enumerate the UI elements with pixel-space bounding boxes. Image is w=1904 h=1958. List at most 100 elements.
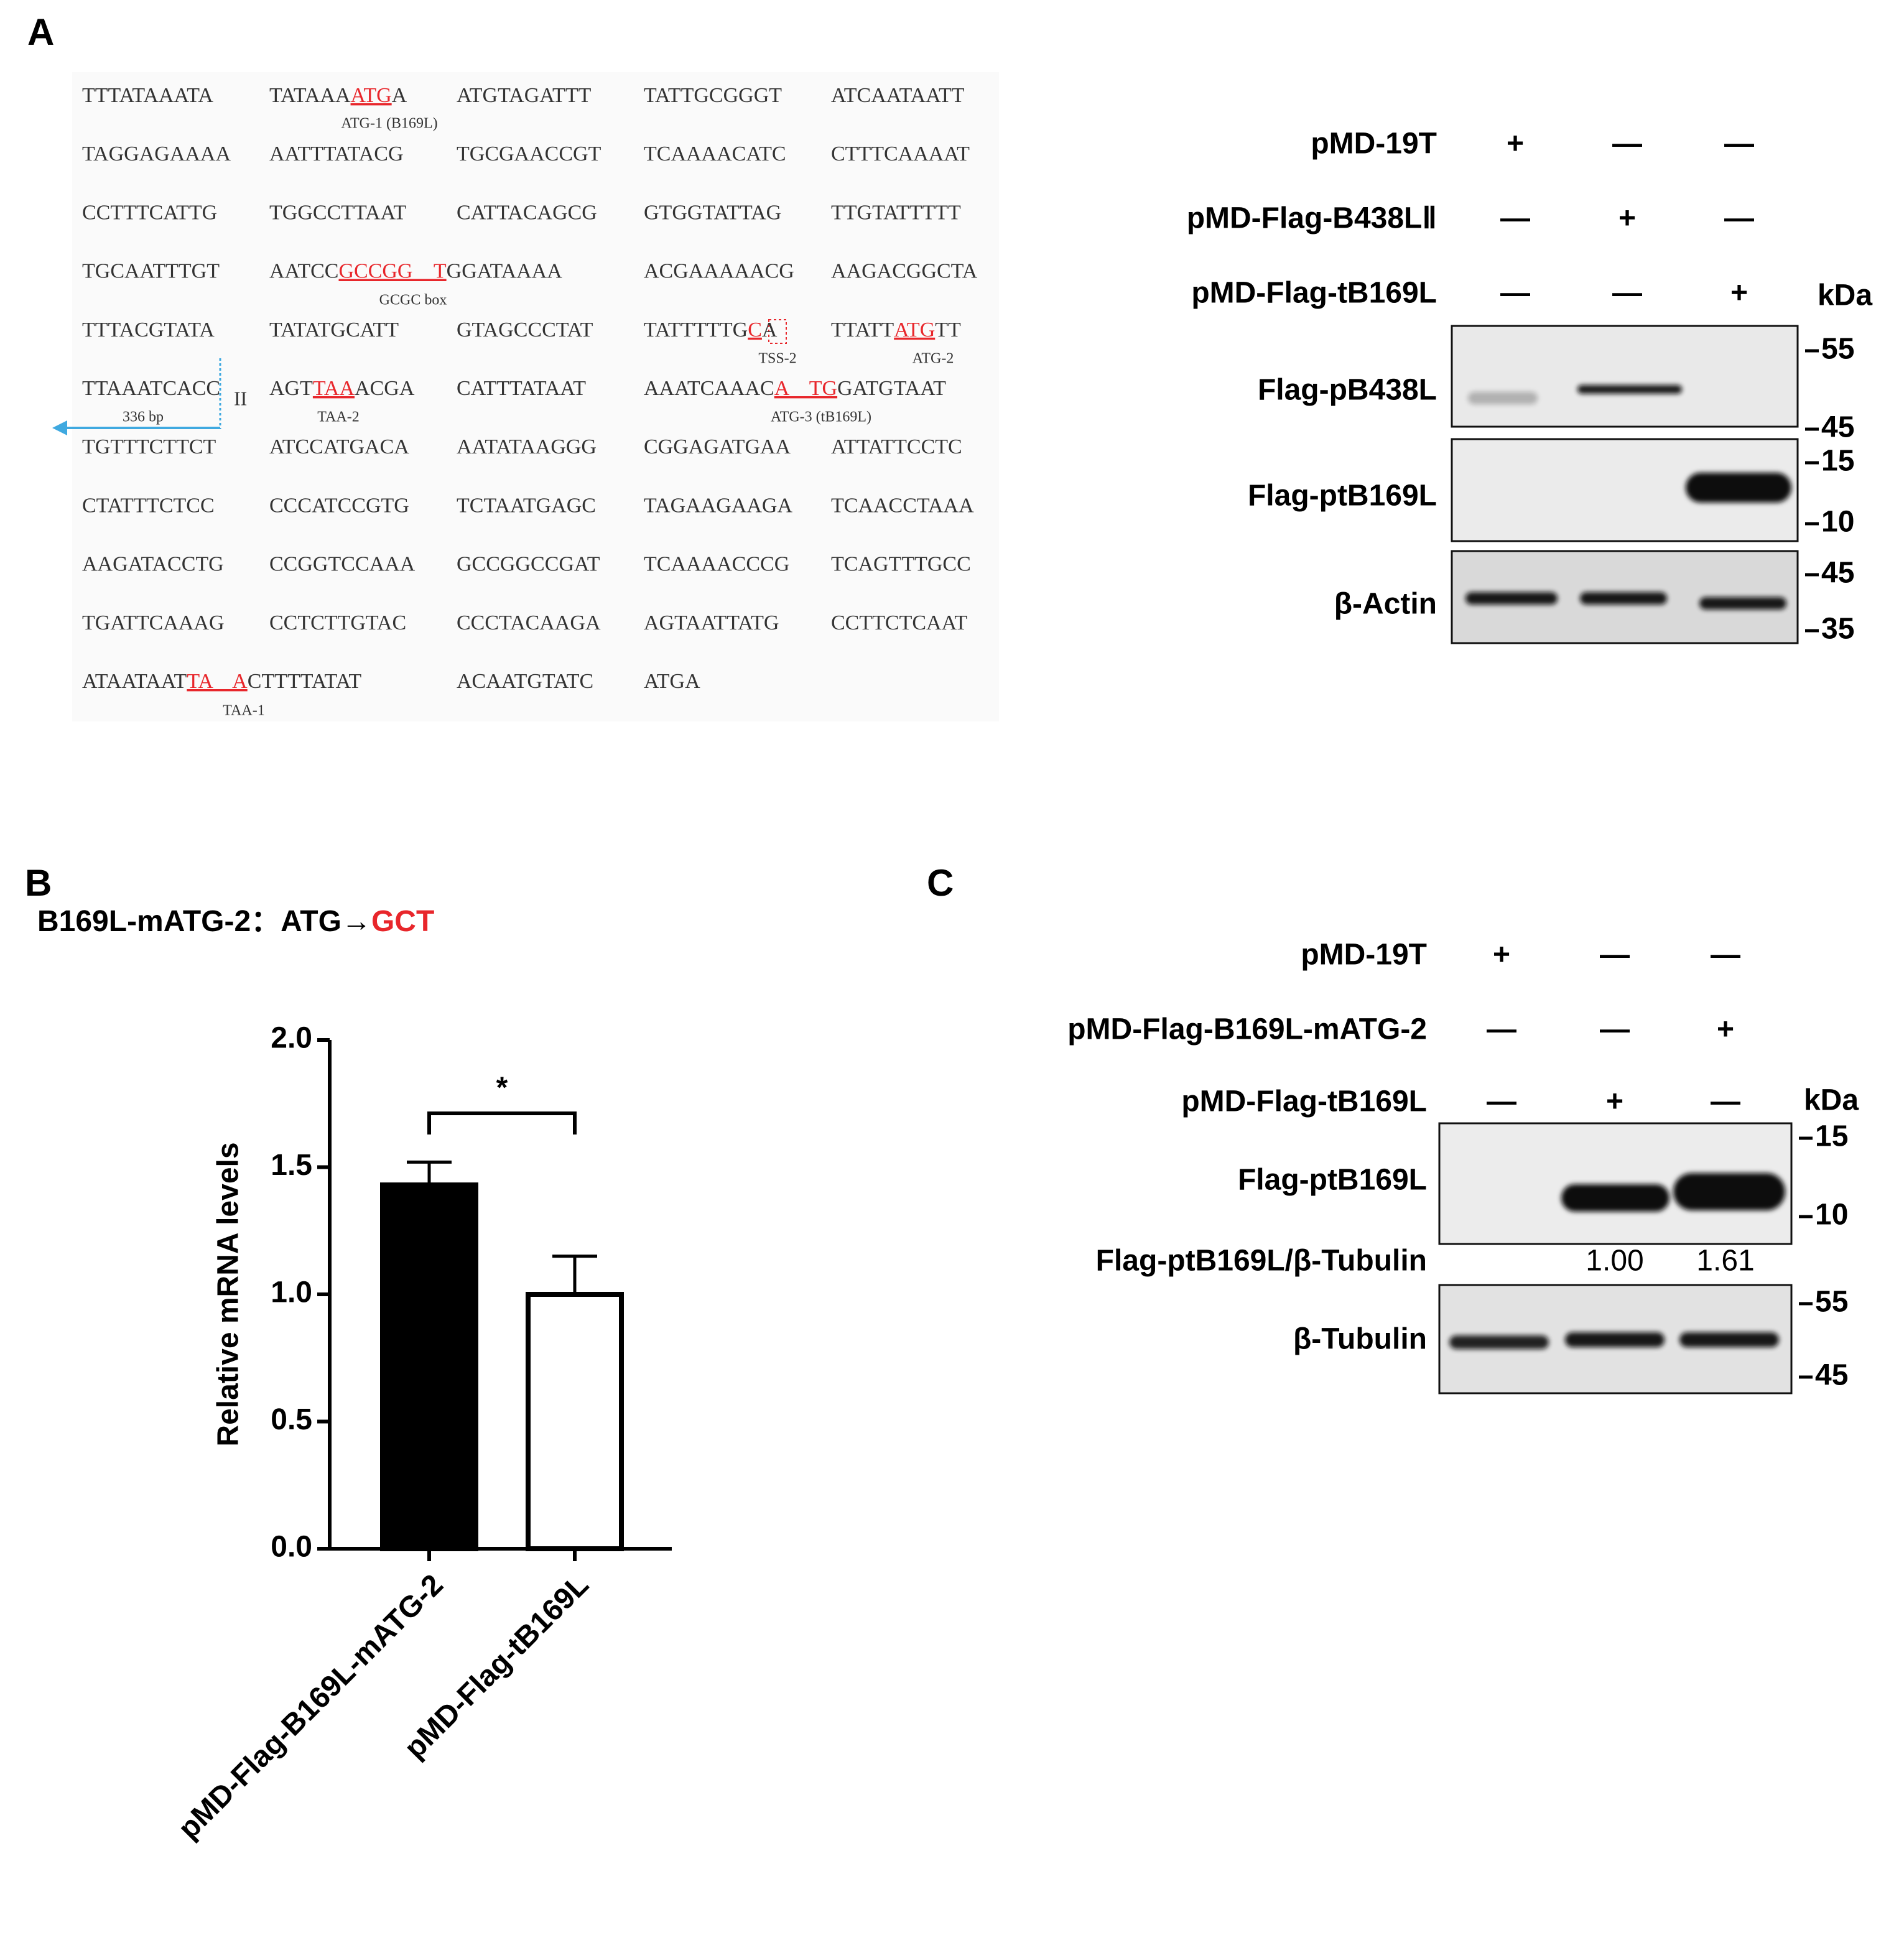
- sequence-part: AAATCAAAC: [644, 377, 774, 400]
- sequence-part: ACGA: [355, 377, 415, 400]
- blot-image: [1451, 325, 1799, 428]
- sequence-highlight: C: [748, 318, 762, 341]
- sequence-group: TCAGTTTGCC: [831, 552, 971, 575]
- sequence-part: ATTATTCCTC: [831, 435, 962, 458]
- sequence-part: A: [762, 318, 778, 341]
- sequence-group: TTTACGTATA: [82, 318, 215, 341]
- sequence-part: TGCAATTTGT: [82, 259, 220, 282]
- ratio-value: 1.61: [1696, 1245, 1754, 1278]
- y-axis-label: Relative mRNA levels: [212, 1142, 245, 1446]
- marker-label: 35: [1821, 613, 1854, 646]
- sequence-part: CCTCTTGTAC: [269, 611, 406, 634]
- sequence-part: TCAGTTTGCC: [831, 552, 971, 575]
- band: [1465, 592, 1558, 605]
- condition-label: pMD-Flag-tB169L: [1191, 277, 1437, 310]
- band: [1468, 392, 1538, 404]
- sequence-highlight: ATG: [894, 318, 935, 341]
- sequence-part: TTATT: [831, 318, 894, 341]
- band: [1565, 1332, 1665, 1347]
- y-tick-label: 1.5: [271, 1149, 312, 1182]
- sequence-part: TGTTTCTTCT: [82, 435, 216, 458]
- sequence-highlight: A TG: [774, 377, 837, 400]
- unit-label: kDa: [1804, 1084, 1859, 1117]
- sequence-part: ACGAAAAACG: [644, 259, 794, 282]
- sequence-group: ACGAAAAACG: [644, 259, 794, 282]
- sequence-group: TGATTCAAAG: [82, 611, 225, 634]
- sequence-part: CCTTTCATTG: [82, 201, 217, 224]
- sequence-part: TTTACGTATA: [82, 318, 215, 341]
- sequence-group: TATTGCGGGT: [644, 84, 782, 107]
- blot-label: β-Actin: [1334, 588, 1437, 621]
- sequence-part: TATATGCATT: [269, 318, 399, 341]
- sequence-part: AAGACGGCTA: [831, 259, 978, 282]
- annotation: GCGC box: [379, 292, 447, 309]
- sequence-group: TTTATAAATA: [82, 84, 213, 107]
- sequence-group: AAGACGGCTA: [831, 259, 978, 282]
- sequence-group: TCAAAACCCG: [644, 552, 789, 575]
- lane-sign: —: [1612, 277, 1642, 310]
- band: [1673, 1173, 1785, 1210]
- y-tick-label: 0.0: [271, 1531, 312, 1564]
- sequence-part: ATAATAAT: [82, 670, 187, 693]
- sequence-group: TAGAAGAAGA: [644, 494, 792, 517]
- condition-label: pMD-19T: [1311, 128, 1437, 160]
- sequence-group: AATATAAGGG: [457, 435, 597, 458]
- sequence-group: CGGAGATGAA: [644, 435, 791, 458]
- significance-bracket: [427, 1111, 577, 1134]
- annotation: TAA-1: [223, 703, 264, 719]
- blot-label: Flag-ptB169L: [1248, 480, 1437, 513]
- sequence-part: AGT: [269, 377, 313, 400]
- sequence-part: CCCATCCGTG: [269, 494, 409, 517]
- sequence-part: ATCCATGACA: [269, 435, 409, 458]
- lane-sign: —: [1600, 1013, 1630, 1046]
- lane-sign: —: [1724, 202, 1754, 235]
- sequence-group: TTGTATTTTT: [831, 201, 961, 224]
- ratio-label: Flag-ptB169L/β-Tubulin: [1096, 1245, 1427, 1278]
- lane-sign: —: [1500, 202, 1530, 235]
- sequence-part: TCTAATGAGC: [457, 494, 596, 517]
- lane-sign: +: [1618, 202, 1636, 235]
- band: [1679, 1332, 1779, 1347]
- lane-sign: +: [1507, 128, 1524, 160]
- sequence-group: ATTATTCCTC: [831, 435, 962, 458]
- marker-label: 45: [1821, 557, 1854, 590]
- sequence-group: CTTTCAAAAT: [831, 142, 970, 165]
- bar: [380, 1182, 478, 1551]
- sequence-group: ACAATGTATC: [457, 670, 593, 693]
- sequence-group: TATAAAATGA: [269, 84, 407, 107]
- y-tick-label: 2.0: [271, 1022, 312, 1055]
- lane-sign: +: [1493, 939, 1510, 972]
- blot-label: β-Tubulin: [1293, 1323, 1427, 1356]
- sequence-group: CCGGTCCAAA: [269, 552, 416, 575]
- bar: [526, 1292, 624, 1551]
- sequence-part: TAGGAGAAAA: [82, 142, 231, 165]
- lane-sign: —: [1724, 128, 1754, 160]
- marker-label: 45: [1821, 411, 1854, 444]
- marker-label: 55: [1821, 333, 1854, 366]
- sequence-part: GATGTAAT: [837, 377, 946, 400]
- sequence-highlight: ATG: [351, 84, 392, 107]
- panel-label: B: [25, 862, 52, 904]
- sequence-group: TCAACCTAAA: [831, 494, 974, 517]
- x-tick-label: pMD-Flag-B169L-mATG-2: [172, 1568, 450, 1845]
- sequence-part: TT: [935, 318, 961, 341]
- lane-sign: +: [1606, 1085, 1623, 1118]
- blot-label: Flag-pB438L: [1258, 374, 1437, 407]
- lane-sign: —: [1500, 277, 1530, 310]
- sequence-group: CCCTACAAGA: [457, 611, 601, 634]
- y-tick-label: 0.5: [271, 1403, 312, 1436]
- sequence-part: CATTTATAAT: [457, 377, 586, 400]
- sequence-part: TGGCCTTAAT: [269, 201, 406, 224]
- sequence-part: TGCGAACCGT: [457, 142, 601, 165]
- sequence-part: CTTTCAAAAT: [831, 142, 970, 165]
- sequence-part: CTATTTCTCC: [82, 494, 215, 517]
- sequence-group: CCTTCTCAAT: [831, 611, 967, 634]
- sequence-part: ATCAATAATT: [831, 84, 965, 107]
- arrow-head: [52, 420, 67, 435]
- sequence-group: TATATGCATT: [269, 318, 399, 341]
- marker-label: 45: [1815, 1359, 1848, 1392]
- sequence-highlight: GCCGG T: [338, 259, 446, 282]
- sequence-background: [72, 72, 999, 721]
- annotation: ATG-2: [913, 351, 954, 367]
- sequence-part: TATTTTTG: [644, 318, 748, 341]
